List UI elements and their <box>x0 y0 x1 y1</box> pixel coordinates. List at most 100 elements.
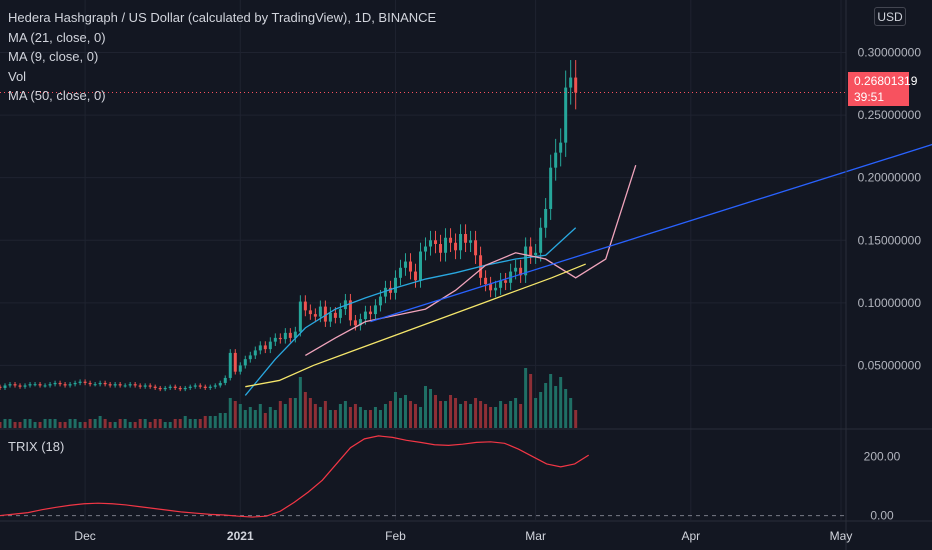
x-tick-label: Apr <box>681 529 700 543</box>
chart-legend: Hedera Hashgraph / US Dollar (calculated… <box>8 8 436 106</box>
candle-body <box>178 387 182 390</box>
currency-button[interactable]: USD <box>874 7 906 26</box>
volume-bar <box>464 401 468 428</box>
candle-body <box>464 234 468 243</box>
candle-body <box>173 386 177 388</box>
trix-tick-label: 0.00 <box>870 509 894 523</box>
candle-body <box>539 227 543 253</box>
candle-body <box>323 306 327 322</box>
volume-bar <box>53 419 57 428</box>
legend-ma9[interactable]: MA (9, close, 0) <box>8 49 99 64</box>
volume-bar <box>218 413 222 428</box>
volume-bar <box>63 422 67 428</box>
candle-body <box>98 382 102 385</box>
volume-bar <box>504 404 508 428</box>
volume-bar <box>303 392 307 428</box>
candle-body <box>358 319 362 326</box>
x-tick-label: May <box>830 529 853 543</box>
volume-bar <box>48 419 52 428</box>
volume-bar <box>258 404 262 428</box>
candle-body <box>444 237 448 253</box>
candle-body <box>278 337 282 340</box>
volume-bar <box>514 398 518 428</box>
legend-ma21[interactable]: MA (21, close, 0) <box>8 29 106 45</box>
x-tick-label: Dec <box>74 529 95 543</box>
volume-bar <box>123 419 127 428</box>
candle-body <box>208 386 212 388</box>
volume-bar <box>293 398 297 428</box>
volume-bar <box>398 398 402 428</box>
candle-body <box>73 382 77 385</box>
candle-body <box>534 252 538 256</box>
volume-bar <box>494 407 498 428</box>
candle-body <box>123 385 127 387</box>
candle-body <box>148 385 152 387</box>
x-tick-label: Feb <box>385 529 406 543</box>
candle-body <box>574 77 578 93</box>
candle-body <box>238 365 242 372</box>
x-tick-label: Mar <box>525 529 546 543</box>
candle-body <box>63 384 67 386</box>
volume-bar <box>138 419 142 428</box>
candle-body <box>559 142 563 153</box>
legend-ma50[interactable]: MA (50, close, 0) <box>8 88 106 103</box>
trix-legend[interactable]: TRIX (18) <box>8 439 65 454</box>
volume-bar <box>333 410 337 428</box>
candle-body <box>233 352 237 372</box>
candle-body <box>459 234 463 251</box>
candle-body <box>424 246 428 252</box>
x-tick-label: 2021 <box>227 529 254 543</box>
candle-body <box>8 384 12 386</box>
volume-bar <box>203 416 207 428</box>
volume-bar <box>143 419 147 428</box>
volume-bar <box>328 410 332 428</box>
volume-bar <box>3 419 7 428</box>
volume-bar <box>549 374 553 428</box>
candle-body <box>549 167 553 209</box>
volume-bar <box>439 401 443 428</box>
candle-body <box>33 384 37 386</box>
candle-body <box>373 305 377 315</box>
volume-bar <box>0 422 2 428</box>
volume-bar <box>509 401 513 428</box>
candle-body <box>18 385 22 387</box>
volume-bar <box>163 422 167 428</box>
candle-body <box>223 377 227 383</box>
volume-bar <box>273 410 277 428</box>
candle-body <box>68 384 72 386</box>
volume-bar <box>263 413 267 428</box>
volume-bar <box>444 401 448 428</box>
grid <box>0 0 846 520</box>
volume-bar <box>469 404 473 428</box>
volume-bar <box>348 407 352 428</box>
candle-body <box>408 261 412 272</box>
volume-bar <box>554 386 558 428</box>
candle-body <box>58 382 62 385</box>
volume-bar <box>489 407 493 428</box>
volume-bar <box>539 392 543 428</box>
volume-bar <box>13 422 17 428</box>
last-price-value: 0.26801319 <box>854 74 918 88</box>
candle-body <box>363 311 367 320</box>
volume-bar <box>564 389 568 428</box>
volume-bar <box>268 407 272 428</box>
volume-bar <box>213 416 217 428</box>
volume-bar <box>58 422 62 428</box>
legend-vol[interactable]: Vol <box>8 68 27 84</box>
candle-body <box>378 296 382 306</box>
candle-body <box>203 386 207 388</box>
ma-21-close-0-line <box>244 227 577 396</box>
volume-bar <box>18 422 22 428</box>
candle-body <box>133 384 137 386</box>
candle-body <box>158 387 162 390</box>
volume-bar <box>173 419 177 428</box>
volume-bar <box>358 407 362 428</box>
chart-title: Hedera Hashgraph / US Dollar (calculated… <box>8 10 437 25</box>
y-tick-label: 0.30000000 <box>858 46 922 60</box>
candle-body <box>3 385 7 388</box>
volume-bar <box>98 416 102 428</box>
candle-body <box>499 280 503 288</box>
candle-body <box>143 385 147 387</box>
candle-body <box>38 384 42 386</box>
